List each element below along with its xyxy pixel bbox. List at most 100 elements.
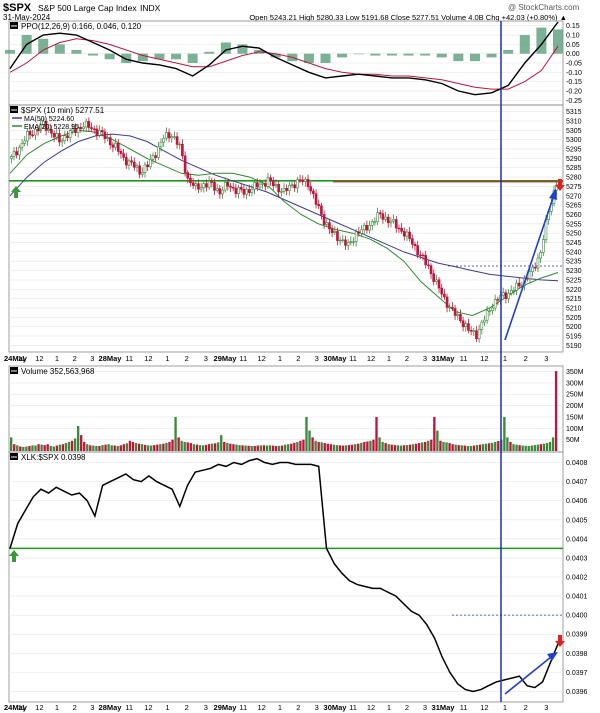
- volume-bar: [280, 445, 284, 451]
- candle-body: [440, 287, 444, 295]
- volume-bar: [104, 444, 107, 451]
- volume-bar: [344, 445, 348, 451]
- candle-body: [151, 155, 155, 160]
- volume-bar: [323, 443, 326, 451]
- ratio-tick-label: 0.0404: [566, 536, 588, 543]
- candle-body: [183, 155, 187, 173]
- candle-body: [330, 228, 334, 233]
- candle-body: [79, 127, 83, 129]
- volume-bar: [448, 443, 451, 451]
- candle-body: [239, 187, 243, 190]
- x-axis-label-bottom: 11: [18, 703, 26, 712]
- candle-body: [263, 183, 267, 187]
- volume-bar: [427, 440, 430, 451]
- x-axis-label: 3: [544, 354, 548, 363]
- ppo-hist-bar: [54, 44, 65, 54]
- volume-bar: [481, 444, 485, 451]
- volume-bar: [421, 442, 424, 451]
- volume-bar: [332, 444, 336, 451]
- volume-bar: [253, 446, 256, 451]
- x-axis-label: 12: [257, 354, 265, 363]
- candle-body: [459, 314, 462, 322]
- x-axis-label-bottom: 11: [239, 703, 247, 712]
- volume-bar: [335, 445, 339, 451]
- x-axis-label: 11: [460, 354, 468, 363]
- x-axis-label-bottom: 11: [460, 703, 468, 712]
- volume-bar: [217, 442, 220, 451]
- volume-bar: [350, 444, 354, 451]
- ppo-hist-bar: [486, 53, 497, 58]
- x-axis-label-bottom: 12: [480, 703, 488, 712]
- candle-body: [66, 135, 69, 138]
- volume-bar: [491, 442, 494, 451]
- candle-body: [512, 290, 516, 292]
- volume-bar: [430, 439, 433, 451]
- candle-body: [349, 241, 353, 243]
- volume-bar: [478, 444, 482, 451]
- candle-body: [394, 219, 398, 229]
- candle-body: [189, 177, 192, 184]
- candle-body: [47, 129, 51, 131]
- candle-body: [199, 187, 203, 190]
- volume-bar: [37, 444, 40, 451]
- x-axis-label-bottom: 2: [185, 703, 189, 712]
- volume-bar: [128, 440, 132, 451]
- volume-bar: [19, 446, 22, 451]
- candle-body: [23, 140, 27, 144]
- volume-bar: [201, 445, 205, 451]
- candle-body: [346, 242, 350, 246]
- candle-body: [496, 299, 500, 301]
- ppo-hist-bar: [519, 35, 530, 54]
- candle-body: [354, 231, 358, 242]
- volume-bar: [405, 445, 409, 451]
- volume-bar: [140, 444, 144, 451]
- volume-bar: [134, 443, 138, 451]
- ppo-hist-bar: [403, 53, 414, 56]
- volume-bar: [238, 445, 241, 451]
- candle-body: [419, 254, 422, 257]
- volume-bar: [366, 441, 369, 451]
- candle-body: [298, 179, 302, 181]
- volume-bar: [28, 446, 31, 451]
- price-legend: $SPX (10 min) 5277.51: [21, 106, 105, 115]
- candle-body: [34, 128, 37, 136]
- symbol-label: $SPX: [3, 2, 32, 14]
- volume-bar: [518, 445, 521, 451]
- candle-body: [247, 189, 251, 193]
- volume-bar: [67, 441, 71, 451]
- candle-body: [493, 299, 497, 309]
- ppo-line: [9, 21, 559, 96]
- volume-bar: [232, 444, 235, 451]
- volume-bar: [341, 445, 345, 451]
- candle-body: [138, 165, 141, 175]
- volume-bar: [494, 441, 497, 451]
- ratio-down-arrow-icon: [555, 635, 565, 647]
- candle-body: [242, 188, 246, 195]
- candle-body: [269, 177, 272, 182]
- volume-bar: [296, 441, 299, 451]
- candle-body: [314, 193, 318, 205]
- x-axis-label: 2: [524, 354, 528, 363]
- ratio-tick-labels: 0.0396 0.0397 0.0398 0.0399 0.0400 0.0401 0.04…: [566, 460, 588, 696]
- volume-bar: [204, 444, 208, 451]
- price-tick-label: 5205: [566, 315, 582, 322]
- candle-body: [488, 310, 492, 312]
- ppo-tick-label: 0.15: [566, 23, 580, 30]
- candle-body: [36, 128, 40, 132]
- price-tick-label: 5285: [566, 165, 582, 172]
- volume-bar: [186, 442, 189, 451]
- candle-body: [106, 137, 109, 139]
- ppo-hist-bar: [104, 53, 115, 60]
- ppo-hist-bar: [453, 53, 464, 62]
- volume-bar: [46, 444, 49, 451]
- volume-bar: [43, 445, 46, 451]
- x-axis-label-bottom: 12: [367, 703, 375, 712]
- volume-bar: [55, 445, 59, 451]
- candle-body: [20, 143, 24, 148]
- candle-body: [122, 153, 125, 158]
- exchange-label: INDX: [140, 3, 161, 13]
- volume-bar: [354, 444, 357, 451]
- candle-body: [400, 227, 403, 232]
- candle-body: [178, 143, 182, 146]
